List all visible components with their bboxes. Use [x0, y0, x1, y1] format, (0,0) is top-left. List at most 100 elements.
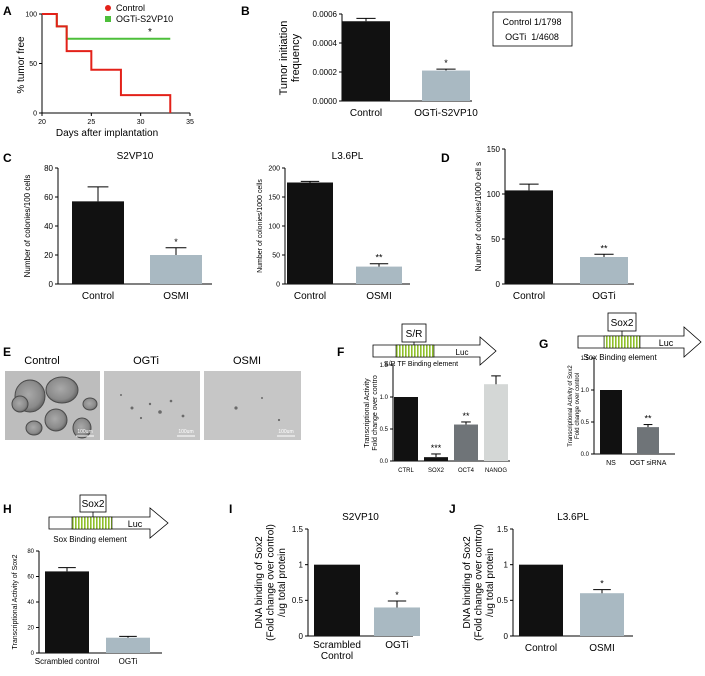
- panel-b-bar: [422, 70, 470, 101]
- panel-c2-category-label: OSMI: [366, 291, 392, 302]
- panel-f-ytick-label: 0.5: [380, 427, 389, 433]
- panel-f-ytick-label: 0.0: [380, 459, 389, 465]
- panel-f-category-label: CTRL: [398, 468, 414, 474]
- panel-a-axes: [41, 14, 190, 114]
- panel-a-xtick-label: 35: [186, 119, 194, 126]
- panel-h-ytick-label: 80: [27, 549, 34, 555]
- panel-d-ytick-label: 150: [487, 145, 501, 154]
- panel-i-ytick-label: 1: [299, 560, 304, 569]
- panel-g-bar: [600, 390, 622, 454]
- panel-i-bar: [314, 564, 360, 636]
- panel-c2-ylabel: Number of colonies/1000 cells: [257, 179, 264, 273]
- panel-i-significance: *: [395, 590, 399, 600]
- panel-d-significance: **: [600, 243, 608, 253]
- panel-j-ytick-label: 1: [504, 560, 509, 569]
- panel-letter-f: F: [337, 345, 344, 359]
- panel-f-bar: [454, 424, 478, 461]
- panel-e-ogti-image: 100um: [104, 371, 200, 440]
- panel-j-ytick-label: 0: [504, 632, 509, 641]
- panel-h-ytick-label: 60: [27, 575, 34, 581]
- panel-a-legend: Control OGTi-S2VP10: [105, 3, 173, 24]
- panel-d-bar: [580, 257, 628, 284]
- panel-d-category-label: OGTi: [592, 291, 616, 302]
- panel-b-ytick-label: 0.0006: [313, 10, 338, 19]
- legend-ogti-marker: [105, 16, 111, 22]
- panel-e-label-control: Control: [24, 355, 59, 367]
- panel-f-category-label: OCT4: [458, 468, 475, 474]
- panel-b-ytick-label: 0.0000: [313, 97, 338, 106]
- panel-letter-e: E: [3, 345, 11, 359]
- panel-i-ylabel: DNA binding of Sox2: [254, 536, 265, 629]
- panel-j-bar: [580, 593, 624, 636]
- panel-f-ylabel: Transcriptional Activity: [364, 378, 371, 448]
- construct-h-luc: Luc: [128, 519, 143, 529]
- panel-letter-g: G: [539, 337, 548, 351]
- panel-e-label-osmi: OSMI: [233, 355, 261, 367]
- construct-g-box-label: Sox2: [611, 318, 634, 329]
- panel-j-ytick-label: 0.5: [497, 596, 509, 605]
- legend-control-label: Control: [116, 3, 145, 13]
- panel-c2-bar: [356, 266, 402, 284]
- panel-d-ytick-label: 0: [496, 280, 501, 289]
- panel-b-significance: *: [444, 58, 448, 68]
- panel-i-category-label: Control: [321, 651, 353, 662]
- panel-h-bar-chart: 0 20 40 60 80 Scrambled control OGTi Transcript…: [12, 549, 162, 666]
- panel-e-scale-control: 100um: [77, 429, 92, 435]
- panel-f-bar: [394, 397, 418, 461]
- panel-c2-ytick-label: 50: [272, 252, 280, 259]
- panel-h-ytick-label: 40: [27, 600, 34, 606]
- panel-g-ytick-label: 0.5: [581, 420, 590, 426]
- panel-d-bar-chart: 0 50 100 150 Control ** OGTi Number of colonies…: [474, 145, 634, 302]
- panel-h-ylabel: Transcriptional Activity of Sox2: [12, 554, 19, 649]
- panel-a-ytick-label: 0: [33, 111, 37, 118]
- panel-b-ylabel: Tumor initiation: [278, 21, 290, 96]
- panel-b-box: Control 1/1798 OGTi 1/4608: [492, 11, 573, 47]
- panel-b-box-line-1: Control 1/1798: [502, 17, 561, 27]
- panel-letter-h: H: [3, 502, 12, 516]
- panel-e-images: Control OGTi OSMI 100um 100u: [5, 355, 301, 440]
- panel-f-category-label: NANOG: [485, 468, 507, 474]
- panel-h-category-label: OGTi: [119, 657, 138, 666]
- construct-f-luc: Luc: [456, 348, 469, 357]
- panel-h-ytick-label: 0: [31, 651, 35, 657]
- panel-j-bar-chart: 0 0.5 1 1.5 Control * OSMI L3.6PL DNA binding of…: [462, 512, 633, 654]
- panel-g-category-label: NS: [606, 460, 616, 467]
- panel-a-survival-chart: 20 25 30 35 0 50 100 * Control OGTi-S2VP10 % t…: [16, 3, 194, 139]
- panel-e-label-ogti: OGTi: [133, 355, 159, 367]
- panel-j-ylabel: DNA binding of Sox2: [462, 536, 473, 629]
- panel-a-xtick-label: 20: [38, 119, 46, 126]
- construct-h-box-label: Sox2: [82, 499, 105, 510]
- panel-i-ylabel: (Fold change over control): [266, 524, 277, 641]
- panel-e-control-image: 100um: [5, 371, 100, 440]
- construct-h-element: Sox Binding element: [53, 535, 127, 544]
- panel-d-ylabel: Number of colonies/1000 cell s: [474, 162, 483, 271]
- panel-f-bar-chart: 0.0 0.5 1.0 1.5 CTRL *** SOX2 ** OCT4 NANOG Transc…: [364, 363, 510, 474]
- panel-f-category-label: SOX2: [428, 468, 445, 474]
- panel-g-significance: **: [644, 414, 652, 424]
- panel-e-scale-ogti: 100um: [178, 429, 193, 435]
- panel-g-bar: [637, 427, 659, 454]
- panel-c1-ylabel: Number of colonies/100 cells: [23, 175, 32, 278]
- panel-j-bar: [519, 564, 563, 636]
- panel-a-ticks: 20 25 30 35 0 50 100: [25, 12, 194, 127]
- panel-a-xtick-label: 30: [137, 119, 145, 126]
- panel-f-bar: [424, 457, 448, 461]
- panel-c2-title: L3.6PL: [332, 151, 364, 162]
- panel-g-ylabel: Fold change over control: [575, 373, 581, 439]
- panel-c1-bar: [150, 255, 202, 284]
- panel-a-control-curve: [42, 13, 172, 113]
- panel-f-significance: ***: [431, 443, 442, 453]
- panel-b-box-line-2: OGTi 1/4608: [505, 32, 559, 42]
- panel-a-ytick-label: 50: [29, 61, 37, 68]
- panel-g-ytick-label: 1.5: [581, 356, 590, 362]
- legend-control-marker: [105, 5, 111, 11]
- panel-j-ylabel: /ug total protein: [485, 548, 496, 617]
- panel-letter-d: D: [441, 151, 450, 165]
- panel-c1-bar: [72, 201, 124, 284]
- panel-a-ylabel: % tumor free: [16, 36, 27, 94]
- panel-c-l36pl-bar-chart: 0 50 100 150 200 Control ** OSMI L3.6PL Number of…: [257, 151, 410, 302]
- panel-b-bar-chart: 0.0000 0.0002 0.0004 0.0006 Control * OGTi-S2V…: [278, 10, 478, 119]
- panel-f-bar: [484, 384, 508, 461]
